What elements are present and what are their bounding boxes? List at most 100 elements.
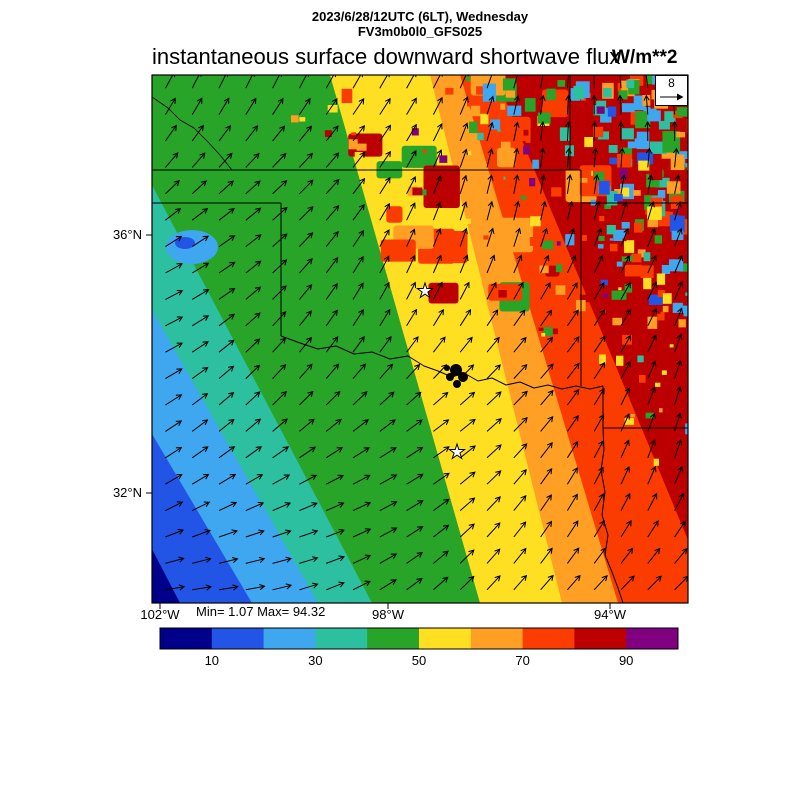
colorbar-segment [315,628,368,649]
wind-arrow [593,520,605,538]
speckle [597,131,609,140]
speckle [543,327,553,336]
corner-speckle [598,236,605,241]
wind-arrow [647,547,661,564]
speckle [622,103,635,113]
wind-arrow [674,547,688,564]
wind-arrow [539,173,546,194]
wind-arrow [486,75,495,89]
wind-arrow [352,151,366,168]
speckle [676,107,688,117]
speckle [671,230,684,240]
speckle [536,236,545,244]
speckle [475,186,483,192]
wind-arrow [617,94,624,115]
wind-arrow [218,152,233,168]
city-cluster-dot [444,365,450,371]
wind-arrow [432,308,444,327]
wind-arrow [352,98,365,115]
speckle [573,85,585,100]
wind-arrow [540,547,553,564]
wind-arrow [647,201,655,221]
wind-arrow [191,97,203,115]
wind-arrow [593,493,604,511]
wind-arrow [164,124,178,142]
wind-arrow [272,529,292,538]
wind-arrow [379,447,397,459]
wind-arrow [272,556,292,564]
wind-arrow [566,388,580,406]
speckle [679,201,688,216]
wind-arrow [352,309,364,327]
wind-arrow [326,555,345,564]
wind-arrow [620,520,632,538]
wind-arrow [565,147,572,168]
wind-arrow [218,235,236,248]
wind-arrow [406,149,417,168]
wind-arrow [406,473,424,485]
wind-arrow [647,465,657,485]
wind-arrow [513,121,520,142]
corner-speckle [672,302,688,313]
corner-speckle [661,265,670,274]
wind-arrow [406,526,424,538]
speckle [299,117,306,122]
wind-arrow [218,418,235,432]
wind-arrow [406,175,416,195]
wind-arrow [647,492,658,511]
wind-arrow [245,125,259,142]
wind-arrow [379,228,390,247]
wind-arrow [486,496,501,511]
wind-arrow [432,201,442,221]
wind-arrow [593,254,604,274]
corner-speckle [662,131,681,153]
wind-arrow [459,549,475,564]
speckle [477,132,484,141]
wind-arrow [272,311,287,327]
speckle [685,423,688,435]
wind-arrow [245,338,261,353]
speckle [601,285,612,296]
wind-arrow [674,575,688,591]
wind-arrow [566,440,579,459]
wind-arrow [540,416,554,432]
speckle [501,176,506,180]
wind-arrow [433,446,450,459]
wind-arrow [513,147,520,168]
wind-arrow [299,258,313,274]
colorbar-segment [263,628,316,649]
wind-arrow [299,502,318,512]
speckle [583,169,592,177]
speckle [638,160,650,171]
colorbar-segment [470,628,524,649]
wind-arrow [618,147,626,168]
wind-arrow [565,94,572,115]
wind-arrow [486,121,494,142]
wind-arrow [299,474,318,485]
wind-arrow [539,147,546,168]
wind-arrow [245,97,257,115]
speckle [621,128,634,140]
speckle [628,233,636,238]
wind-arrow [513,309,526,327]
speckle [658,120,670,130]
wind-arrow [245,312,261,327]
wind-arrow [379,527,398,538]
wind-arrow [406,254,416,274]
wind-arrow [593,547,607,564]
speckle [506,128,511,134]
speckle [594,171,605,181]
plot-header: 2023/6/28/12UTC (6LT), Wednesday FV3m0b0… [152,9,688,39]
wind-arrow [299,232,314,247]
wind-arrow [620,334,632,353]
wind-arrow [272,152,287,168]
wind-arrow [299,446,317,459]
wind-arrow [540,494,552,511]
wind-arrow [643,94,650,115]
wind-arrow [674,280,684,300]
speckle [490,119,501,130]
colorbar-frame [159,627,679,650]
wind-arrow [379,553,398,564]
wind-arrow [644,120,651,142]
wind-arrow [352,419,369,432]
